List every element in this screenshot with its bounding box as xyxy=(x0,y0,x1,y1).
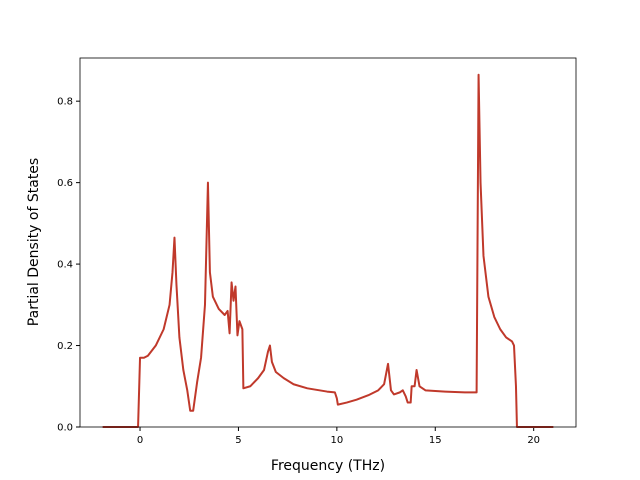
x-tick-label: 10 xyxy=(330,435,343,446)
y-tick-label: 0.8 xyxy=(57,97,73,108)
data-line xyxy=(102,73,554,428)
y-tick-label: 0.0 xyxy=(57,423,73,434)
x-tick-label: 20 xyxy=(527,435,540,446)
x-tick-label: 15 xyxy=(429,435,442,446)
x-axis-label: Frequency (THz) xyxy=(271,458,385,474)
x-tick-label: 0 xyxy=(137,435,143,446)
plot-frame xyxy=(79,57,577,428)
y-axis-label: Partial Density of States xyxy=(26,158,42,326)
y-tick-label: 0.4 xyxy=(57,260,73,271)
y-tick-label: 0.2 xyxy=(57,341,73,352)
x-tick-label: 5 xyxy=(235,435,241,446)
y-tick-label: 0.6 xyxy=(57,178,73,189)
